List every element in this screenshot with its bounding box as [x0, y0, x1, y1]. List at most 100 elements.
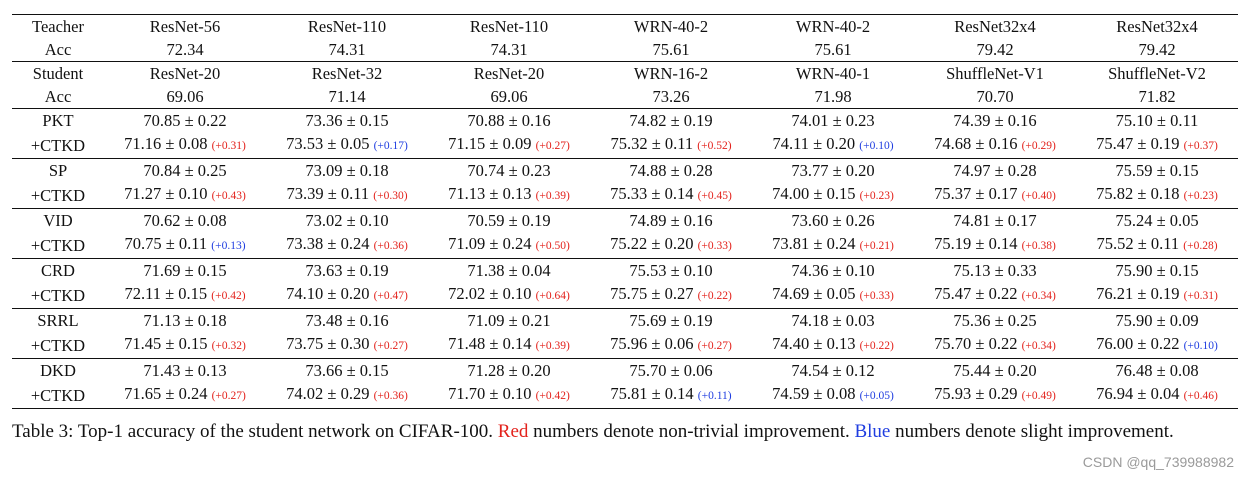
ctkd-score: 75.81 ± 0.14 [610, 384, 694, 403]
student-acc: 69.06 [166, 87, 204, 106]
baseline-score: 71.43 ± 0.13 [104, 358, 266, 382]
ctkd-score: 76.21 ± 0.19 [1096, 284, 1180, 303]
teacher-network: ResNet-110 [428, 14, 590, 38]
ctkd-cell: 75.93 ± 0.29 (+0.49) [914, 382, 1076, 409]
baseline-score: 74.82 ± 0.19 [590, 108, 752, 132]
caption-text-1: Table 3: Top-1 accuracy of the student n… [12, 421, 498, 442]
results-table-container: Teacher ResNet-56 ResNet-110 ResNet-110 WRN-… [12, 14, 1238, 409]
baseline-score: 70.59 ± 0.19 [428, 208, 590, 232]
ctkd-cell: 71.65 ± 0.24 (+0.27) [104, 382, 266, 409]
ctkd-cell: 75.22 ± 0.20 (+0.33) [590, 232, 752, 259]
teacher-network: ResNet32x4 [1076, 14, 1238, 38]
baseline-score: 74.81 ± 0.17 [914, 208, 1076, 232]
student-acc: 71.82 [1138, 87, 1176, 106]
improvement-delta: (+0.33) [697, 240, 732, 252]
teacher-acc: 74.31 [490, 40, 528, 59]
baseline-score: 74.18 ± 0.03 [752, 308, 914, 332]
ctkd-score: 75.52 ± 0.11 [1096, 234, 1180, 253]
improvement-delta: (+0.42) [535, 390, 570, 402]
caption-blue-word: Blue [854, 421, 891, 442]
ctkd-score: 75.37 ± 0.17 [934, 184, 1018, 203]
ctkd-score: 75.19 ± 0.14 [934, 234, 1018, 253]
ctkd-cell: 73.53 ± 0.05 (+0.17) [266, 132, 428, 159]
ctkd-row: +CTKD 70.75 ± 0.11 (+0.13) 73.38 ± 0.24 (+… [12, 232, 1238, 259]
baseline-score: 74.01 ± 0.23 [752, 108, 914, 132]
improvement-delta: (+0.17) [373, 140, 408, 152]
baseline-score: 75.10 ± 0.11 [1076, 108, 1238, 132]
ctkd-cell: 74.59 ± 0.08 (+0.05) [752, 382, 914, 409]
ctkd-label: +CTKD [30, 285, 86, 305]
ctkd-cell: 71.70 ± 0.10 (+0.42) [428, 382, 590, 409]
ctkd-score: 74.11 ± 0.20 [772, 134, 856, 153]
ctkd-cell: 73.75 ± 0.30 (+0.27) [266, 332, 428, 359]
ctkd-score: 73.38 ± 0.24 [286, 234, 370, 253]
baseline-score: 74.89 ± 0.16 [590, 208, 752, 232]
ctkd-score: 71.65 ± 0.24 [124, 384, 208, 403]
student-acc-row: Acc 69.06 71.14 69.06 73.26 71.98 70.70 71.82 [12, 85, 1238, 109]
teacher-network-row: Teacher ResNet-56 ResNet-110 ResNet-110 WRN-… [12, 14, 1238, 38]
teacher-network: WRN-40-2 [752, 14, 914, 38]
improvement-delta: (+0.36) [373, 240, 408, 252]
ctkd-score: 72.11 ± 0.15 [124, 284, 208, 303]
baseline-score: 75.44 ± 0.20 [914, 358, 1076, 382]
baseline-score: 73.36 ± 0.15 [266, 108, 428, 132]
improvement-delta: (+0.50) [535, 240, 570, 252]
method-row: CRD 71.69 ± 0.15 73.63 ± 0.19 71.38 ± 0.04 7… [12, 258, 1238, 282]
teacher-network: ResNet32x4 [914, 14, 1076, 38]
improvement-delta: (+0.37) [1183, 140, 1218, 152]
method-name: VID [12, 208, 104, 232]
ctkd-row: +CTKD 71.27 ± 0.10 (+0.43) 73.39 ± 0.11 (+… [12, 182, 1238, 209]
baseline-score: 71.69 ± 0.15 [104, 258, 266, 282]
baseline-score: 75.90 ± 0.09 [1076, 308, 1238, 332]
baseline-score: 75.24 ± 0.05 [1076, 208, 1238, 232]
improvement-delta: (+0.39) [535, 340, 570, 352]
baseline-score: 75.70 ± 0.06 [590, 358, 752, 382]
teacher-acc-label: Acc [44, 40, 72, 59]
ctkd-cell: 71.27 ± 0.10 (+0.43) [104, 182, 266, 209]
method-name: SRRL [12, 308, 104, 332]
baseline-score: 73.48 ± 0.16 [266, 308, 428, 332]
ctkd-score: 71.27 ± 0.10 [124, 184, 208, 203]
method-name: PKT [12, 108, 104, 132]
baseline-score: 74.54 ± 0.12 [752, 358, 914, 382]
teacher-network: ResNet-56 [104, 14, 266, 38]
improvement-delta: (+0.40) [1021, 190, 1056, 202]
student-network: ResNet-20 [104, 61, 266, 85]
improvement-delta: (+0.31) [1183, 290, 1218, 302]
ctkd-score: 70.75 ± 0.11 [124, 234, 208, 253]
improvement-delta: (+0.39) [535, 190, 570, 202]
baseline-score: 74.88 ± 0.28 [590, 158, 752, 182]
ctkd-cell: 73.39 ± 0.11 (+0.30) [266, 182, 428, 209]
improvement-delta: (+0.30) [373, 190, 408, 202]
ctkd-cell: 71.13 ± 0.13 (+0.39) [428, 182, 590, 209]
ctkd-score: 75.22 ± 0.20 [610, 234, 694, 253]
student-network: ResNet-32 [266, 61, 428, 85]
ctkd-score: 76.94 ± 0.04 [1096, 384, 1180, 403]
ctkd-score: 75.93 ± 0.29 [934, 384, 1018, 403]
ctkd-score: 74.00 ± 0.15 [772, 184, 856, 203]
ctkd-row: +CTKD 72.11 ± 0.15 (+0.42) 74.10 ± 0.20 (+… [12, 282, 1238, 309]
ctkd-cell: 75.82 ± 0.18 (+0.23) [1076, 182, 1238, 209]
baseline-score: 70.84 ± 0.25 [104, 158, 266, 182]
student-acc: 71.98 [814, 87, 852, 106]
improvement-delta: (+0.47) [373, 290, 408, 302]
improvement-delta: (+0.10) [859, 140, 894, 152]
ctkd-score: 71.09 ± 0.24 [448, 234, 532, 253]
ctkd-score: 71.70 ± 0.10 [448, 384, 532, 403]
ctkd-label: +CTKD [30, 335, 86, 355]
baseline-score: 70.62 ± 0.08 [104, 208, 266, 232]
student-network: ResNet-20 [428, 61, 590, 85]
baseline-score: 73.02 ± 0.10 [266, 208, 428, 232]
teacher-network: ResNet-110 [266, 14, 428, 38]
ctkd-cell: 71.16 ± 0.08 (+0.31) [104, 132, 266, 159]
ctkd-score: 75.47 ± 0.19 [1096, 134, 1180, 153]
ctkd-cell: 75.81 ± 0.14 (+0.11) [590, 382, 752, 409]
improvement-delta: (+0.28) [1183, 240, 1218, 252]
baseline-score: 73.63 ± 0.19 [266, 258, 428, 282]
student-acc: 73.26 [652, 87, 690, 106]
caption-red-word: Red [497, 421, 529, 442]
ctkd-label: +CTKD [12, 382, 104, 409]
method-row: DKD 71.43 ± 0.13 73.66 ± 0.15 71.28 ± 0.20 7… [12, 358, 1238, 382]
ctkd-score: 75.70 ± 0.22 [934, 334, 1018, 353]
ctkd-label: +CTKD [30, 235, 86, 255]
